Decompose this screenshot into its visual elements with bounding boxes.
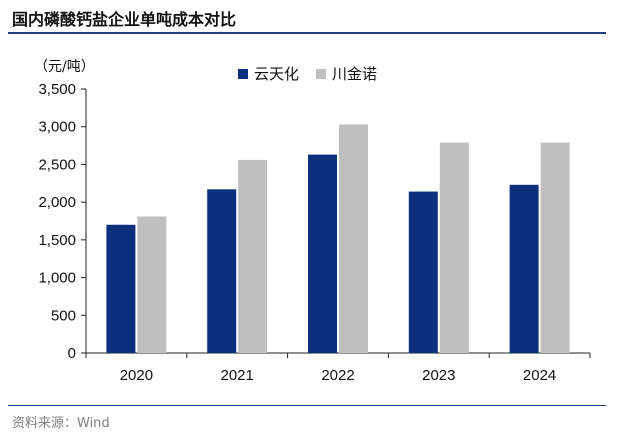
bar-series2-2020: [137, 216, 167, 353]
legend-swatch: [316, 69, 326, 79]
bar-series1-2023: [408, 191, 438, 353]
legend-label: 云天化: [254, 66, 299, 83]
y-tick-label: 1,500: [38, 232, 76, 249]
source-rule: [8, 405, 606, 406]
bar-series2-2021: [238, 159, 268, 353]
y-tick-label: 3,500: [38, 81, 76, 98]
legend-swatch: [238, 69, 248, 79]
bar-series1-2021: [207, 189, 237, 353]
x-tick-label: 2022: [321, 367, 354, 384]
bar-series1-2022: [308, 154, 337, 353]
y-axis-unit: （元/吨）: [34, 59, 95, 75]
bar-series1-2024: [509, 184, 539, 353]
y-tick-label: 3,000: [38, 119, 76, 136]
y-tick-label: 500: [51, 307, 76, 324]
chart-legend: 云天化 川金诺: [238, 66, 377, 83]
source-note: 资料来源：Wind: [12, 416, 110, 431]
chart-bars: [106, 124, 570, 353]
x-tick-label: 2020: [120, 367, 153, 384]
x-tick-label: 2021: [221, 367, 254, 384]
x-tick-label: 2024: [523, 367, 556, 384]
chart-axes: 0 500 1,000 1,500 2,000 2,500 3,000 3,500 2020 20…: [38, 81, 591, 384]
y-tick-label: 2,500: [38, 156, 76, 173]
y-tick-label: 2,000: [38, 194, 76, 211]
bar-series2-2023: [439, 142, 469, 353]
y-tick-label: 1,000: [38, 270, 76, 287]
x-tick-label: 2023: [422, 367, 455, 384]
chart-title: 国内磷酸钙盐企业单吨成本对比: [12, 10, 237, 29]
bar-series2-2024: [540, 142, 570, 353]
y-tick-label: 0: [68, 345, 76, 362]
title-rule: [8, 32, 606, 34]
bar-series2-2022: [339, 124, 368, 353]
legend-label: 川金诺: [332, 66, 377, 83]
bar-series1-2020: [106, 224, 136, 353]
